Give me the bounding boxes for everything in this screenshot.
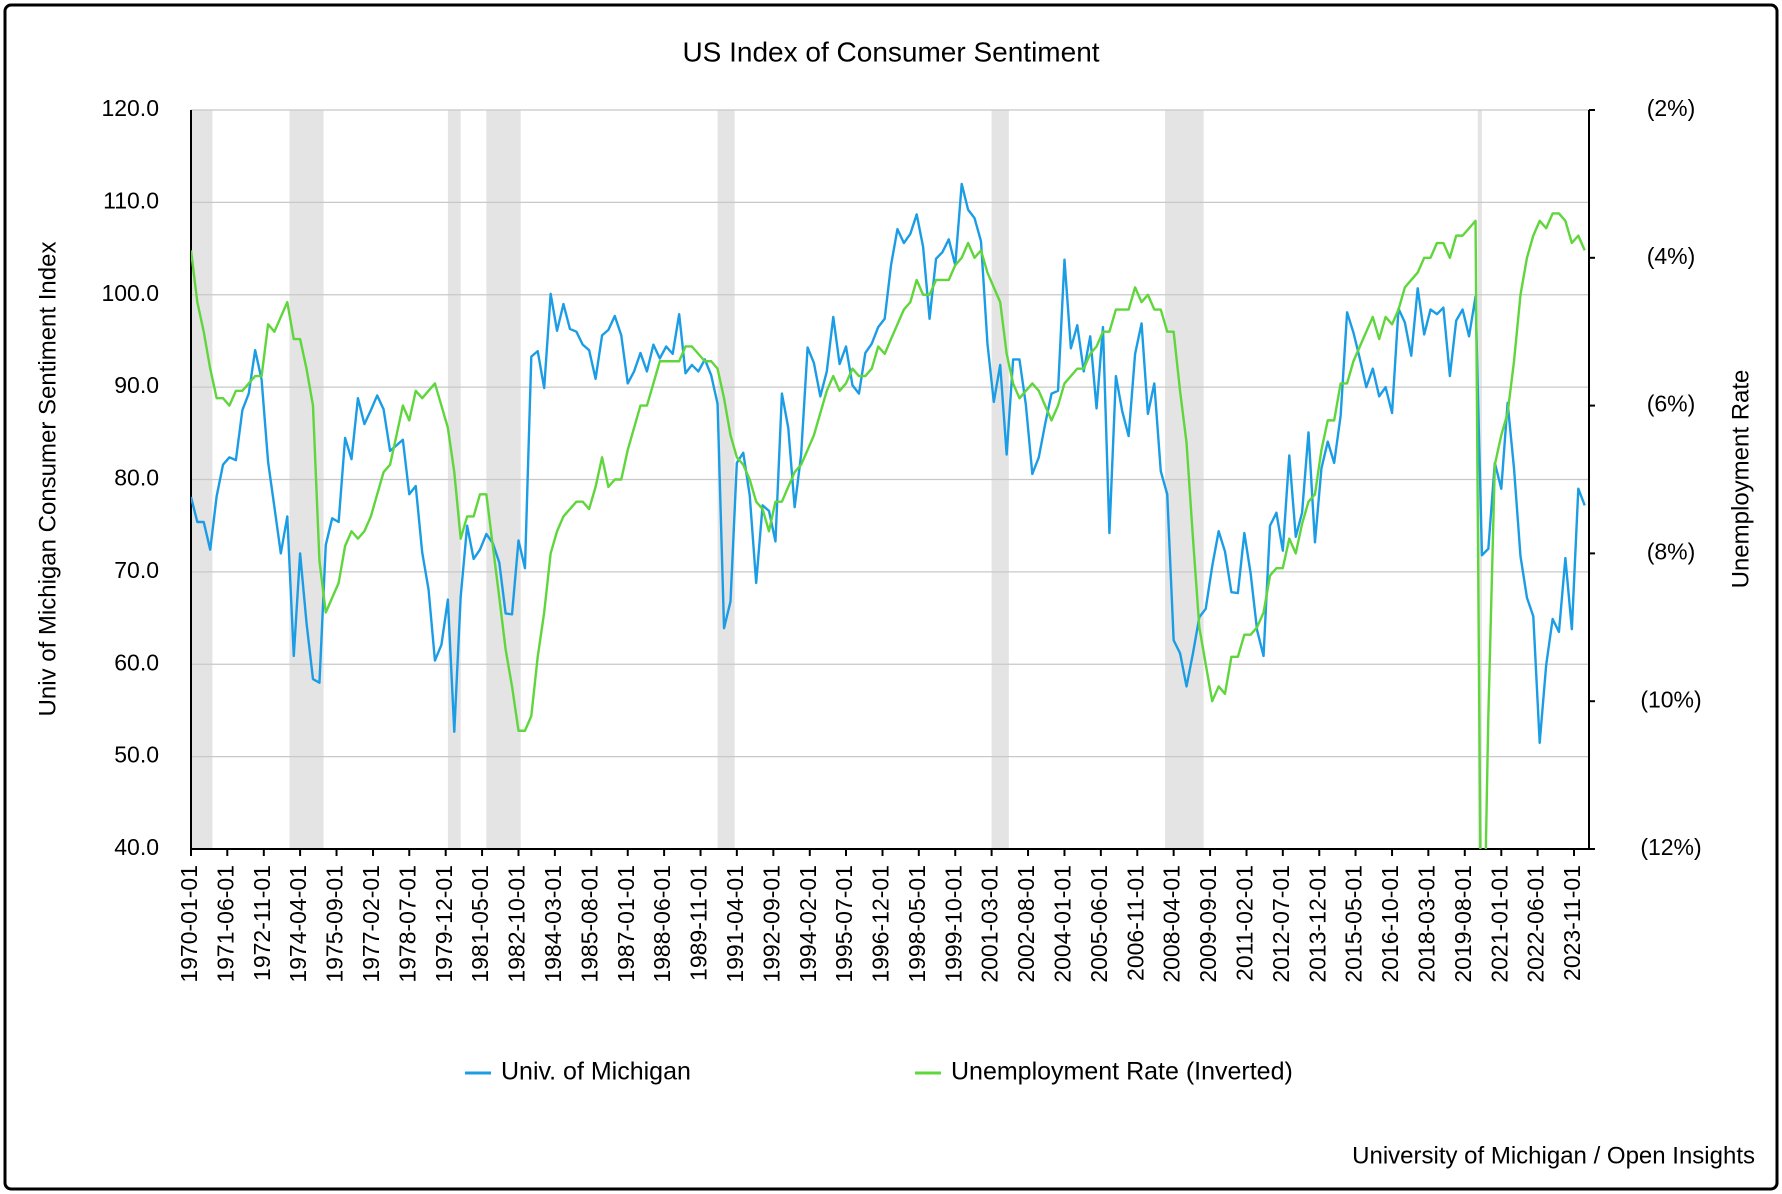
x-tick-label: 2021-01-01 [1486,865,1512,983]
y2-tick-label: (8%) [1647,538,1696,564]
x-tick-label: 2006-11-01 [1122,865,1148,981]
y2-axis-title: Unemployment Rate [1727,370,1754,589]
x-tick-label: 1985-08-01 [576,865,602,983]
x-tick-label: 2002-08-01 [1013,865,1039,983]
x-tick-label: 1975-09-01 [322,865,348,983]
x-tick-label: 2001-03-01 [977,865,1003,983]
x-tick-label: 2015-05-01 [1341,865,1367,983]
y-tick-label: 70.0 [114,557,159,583]
x-tick-label: 2009-09-01 [1195,865,1221,983]
y-tick-label: 110.0 [103,187,159,213]
x-tick-label: 1981-05-01 [467,865,493,983]
x-tick-label: 1992-09-01 [758,865,784,983]
legend-label: Univ. of Michigan [501,1058,691,1086]
data-line [191,212,1586,849]
x-tick-label: 1989-11-01 [686,865,712,981]
y2-tick-label: (4%) [1647,243,1696,269]
x-tick-label: 2011-02-01 [1232,865,1258,981]
x-tick-label: 2018-03-01 [1413,865,1439,983]
x-tick-label: 2016-10-01 [1377,865,1403,983]
y2-tick-label: (10%) [1640,686,1701,712]
y-axis-title: Univ of Michigan Consumer Sentiment Inde… [34,242,61,717]
x-tick-label: 1971-06-01 [212,865,238,983]
source-note: University of Michigan / Open Insights [1352,1142,1755,1169]
y2-tick-label: (12%) [1640,834,1701,860]
x-tick-label: 1987-01-01 [613,865,639,983]
x-tick-label: 1979-12-01 [431,865,457,983]
y-tick-label: 90.0 [114,372,159,398]
x-tick-label: 1991-04-01 [722,865,748,983]
x-tick-label: 1994-02-01 [795,865,821,983]
x-tick-label: 1984-03-01 [540,865,566,983]
y2-tick-label: (6%) [1647,391,1696,417]
x-tick-label: 2004-01-01 [1050,865,1076,983]
y-tick-label: 80.0 [114,465,159,491]
x-tick-label: 1996-12-01 [868,865,894,983]
y-tick-label: 50.0 [114,742,159,768]
chart-title: US Index of Consumer Sentiment [682,36,1099,67]
x-tick-label: 2008-04-01 [1159,865,1185,983]
x-tick-label: 1995-07-01 [831,865,857,983]
y-tick-label: 40.0 [114,834,159,860]
y-tick-label: 120.0 [101,95,159,121]
x-tick-label: 1978-07-01 [394,865,420,983]
x-tick-label: 1974-04-01 [285,865,311,983]
x-tick-label: 1970-01-01 [176,865,202,983]
x-tick-label: 2023-11-01 [1559,865,1585,981]
data-line [191,182,1586,744]
x-tick-label: 2005-06-01 [1086,865,1112,983]
y-tick-label: 60.0 [114,649,159,675]
y2-tick-label: (2%) [1647,95,1696,121]
legend-label: Unemployment Rate (Inverted) [951,1058,1293,1086]
x-tick-label: 2013-12-01 [1304,865,1330,983]
y-tick-label: 100.0 [101,280,159,306]
x-tick-label: 1988-06-01 [649,865,675,983]
x-tick-label: 2012-07-01 [1268,865,1294,983]
x-tick-label: 2022-06-01 [1523,865,1549,983]
x-tick-label: 1982-10-01 [504,865,530,983]
frame [3,3,1779,1191]
x-tick-label: 1977-02-01 [358,865,384,983]
x-tick-label: 1999-10-01 [940,865,966,983]
x-tick-label: 1998-05-01 [904,865,930,983]
x-tick-label: 2019-08-01 [1450,865,1476,983]
x-tick-label: 1972-11-01 [249,865,275,981]
